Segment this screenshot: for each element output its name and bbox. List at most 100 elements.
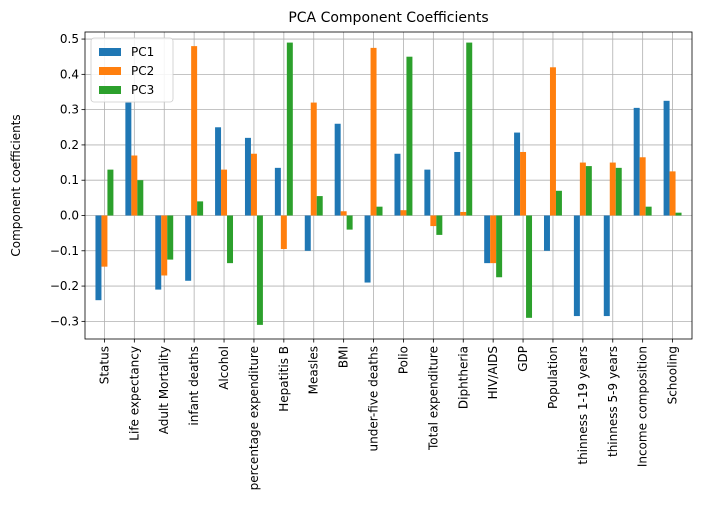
axes-frame [84,31,693,340]
bar-pc2-3 [191,46,198,216]
x-tick-label: Total expenditure [426,346,440,451]
y-tick-label: 0.1 [60,173,79,187]
x-tick-label: thinness 5-9 years [606,346,620,457]
bar-pc2-2 [161,215,168,276]
x-tick-label: Population [546,346,560,409]
bar-pc2-16 [579,162,586,216]
legend-swatch-pc3 [99,86,121,94]
bar-pc2-12 [460,211,467,216]
x-tick-label: percentage expenditure [247,346,261,490]
x-tick-label: GDP [516,346,530,372]
x-tick-label: infant deaths [187,346,201,426]
bar-pc3-7 [316,196,323,216]
x-tick-label: Adult Mortality [157,346,171,434]
bar-pc2-0 [101,215,108,267]
bar-pc3-13 [496,215,503,278]
y-tick-label: 0.3 [60,103,79,117]
bar-pc1-9 [364,215,371,283]
bar-pc2-19 [669,171,676,216]
x-tick-label: Diphtheria [456,346,470,409]
bar-pc3-2 [167,215,174,260]
y-tick-label: 0.4 [60,67,79,81]
legend-label-pc2: PC2 [131,64,154,78]
bar-pc2-18 [639,157,646,216]
bar-pc1-7 [304,215,311,251]
x-tick-label: HIV/AIDS [486,346,500,399]
bar-pc3-15 [555,190,562,216]
bar-pc1-17 [603,215,610,317]
bar-pc1-10 [394,153,401,216]
legend: PC1 PC2 PC3 [90,37,174,103]
bar-pc3-10 [406,56,413,216]
bar-pc1-5 [244,137,251,216]
bar-pc1-6 [274,167,281,216]
bar-pc3-19 [675,212,682,216]
legend-label-pc1: PC1 [131,45,154,59]
bar-pc3-11 [436,215,443,235]
bar-pc1-11 [424,169,431,216]
bar-pc2-8 [340,211,347,216]
bar-pc1-3 [185,215,192,281]
bar-pc3-16 [585,166,592,216]
series-pc1 [95,100,670,317]
bar-pc1-19 [663,100,670,216]
legend-label-pc3: PC3 [131,83,154,97]
bar-pc2-9 [370,47,377,216]
y-tick-label: −0.2 [50,279,79,293]
x-tick-label: Alcohol [217,346,231,390]
bar-pc1-16 [573,215,580,317]
bar-pc3-17 [615,167,622,216]
x-tick-label: Hepatitis B [277,346,291,412]
y-tick-label: 0.2 [60,138,79,152]
series-pc2 [101,46,676,276]
grid-lines [85,32,692,339]
bar-pc2-4 [221,169,228,216]
bar-pc3-1 [137,180,144,216]
x-tick-label: Status [97,346,111,384]
y-tick-label: 0.0 [60,208,79,222]
y-tick-label: −0.3 [50,314,79,328]
bar-pc1-13 [484,215,491,264]
bar-pc2-5 [250,153,257,216]
x-tick-label: Life expectancy [127,346,141,441]
x-tick-label: Schooling [666,346,680,404]
bars [95,42,682,325]
bar-pc2-13 [490,215,497,264]
chart-title: PCA Component Coefficients [288,10,488,26]
bar-pc3-3 [197,201,204,216]
bar-pc1-8 [334,123,341,216]
bar-pc1-15 [543,215,550,251]
bar-pc3-12 [466,42,473,216]
x-tick-label: Income composition [636,346,650,467]
bar-pc3-14 [526,215,533,318]
bar-pc3-6 [286,42,293,216]
bar-pc1-1 [125,102,132,216]
bar-pc3-4 [227,215,234,264]
bar-pc1-4 [215,127,222,216]
bar-pc2-11 [430,215,437,227]
bar-pc1-0 [95,215,102,301]
bar-pc2-7 [310,102,317,216]
x-tick-label: thinness 1-19 years [576,346,590,465]
bar-pc2-6 [280,215,287,250]
x-axis-ticks: Status Life expectancy Adult Mortality infa… [97,339,680,490]
y-tick-label: −0.1 [50,244,79,258]
x-tick-label: Polio [396,346,410,374]
bar-pc3-18 [645,206,652,216]
bar-pc3-8 [346,215,353,230]
y-axis-title: Component coefficients [9,114,23,256]
y-tick-label: 0.5 [60,32,79,46]
bar-pc2-1 [131,155,138,216]
series-pc3 [107,42,682,325]
x-tick-label: Measles [307,346,321,394]
x-tick-label: under-five deaths [367,346,381,451]
legend-swatch-pc1 [99,48,121,56]
bar-pc1-2 [155,215,162,290]
bar-pc2-14 [520,151,527,216]
bar-pc1-12 [454,151,461,216]
legend-swatch-pc2 [99,67,121,75]
bar-pc1-14 [514,132,521,216]
bar-pc2-17 [609,162,616,216]
bar-pc3-0 [107,169,114,216]
x-tick-label: BMI [337,346,351,368]
